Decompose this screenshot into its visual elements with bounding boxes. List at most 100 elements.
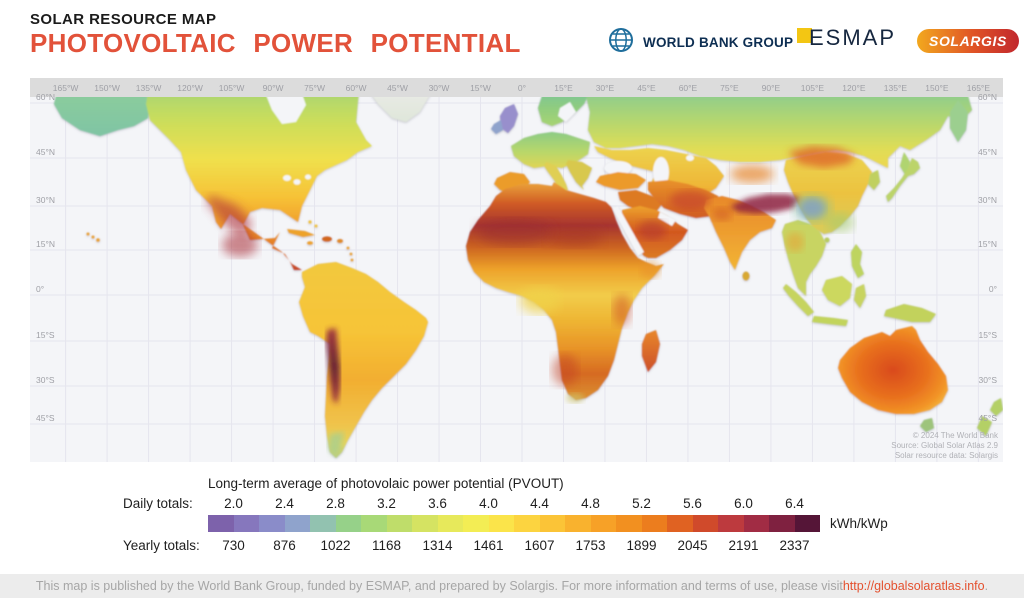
lon-label: 120°E xyxy=(842,83,866,93)
colorbar-segment xyxy=(386,515,412,532)
legend: Long-term average of photovolaic power p… xyxy=(123,476,888,553)
lon-label: 90°E xyxy=(762,83,781,93)
colorbar-segment xyxy=(259,515,285,532)
world-map: 165°W 150°W 135°W 120°W 105°W 90°W 75°W 60°W 45°… xyxy=(30,78,1003,462)
daily-tick: 4.4 xyxy=(530,496,549,511)
esmap-logo: ESMAP xyxy=(797,27,896,49)
colorbar-segment xyxy=(590,515,616,532)
yearly-tick: 1753 xyxy=(575,538,606,553)
daily-tick: 5.6 xyxy=(683,496,702,511)
colorbar-segment xyxy=(310,515,336,532)
lon-label: 0° xyxy=(518,83,526,93)
lon-label: 90°W xyxy=(263,83,284,93)
attribution-line: © 2024 The World Bank xyxy=(913,431,999,440)
lat-label: 60°N xyxy=(978,92,997,102)
lat-label: 45°S xyxy=(978,413,997,423)
daily-tick: 4.8 xyxy=(581,496,600,511)
yearly-tick: 2191 xyxy=(728,538,759,553)
lon-label: 60°E xyxy=(679,83,698,93)
colorbar-segment xyxy=(667,515,693,532)
latitude-labels: 60°N 60°N 45°N 45°N 30°N 30°N 15°N 15°N 0° 0° 15°S… xyxy=(36,92,997,423)
yearly-tick: 1022 xyxy=(320,538,351,553)
footer-suffix: . xyxy=(984,579,989,593)
daily-tick: 6.0 xyxy=(734,496,753,511)
colorbar-segment xyxy=(335,515,361,532)
colorbar-segment xyxy=(616,515,642,532)
colorbar-segment xyxy=(769,515,795,532)
attribution-line: Solar resource data: Solargis xyxy=(895,451,998,460)
world-bank-globe-icon xyxy=(606,25,636,60)
world-bank-logo-text: WORLD BANK GROUP xyxy=(643,35,794,50)
kicker-text: SOLAR RESOURCE MAP xyxy=(30,11,217,28)
map-hotspots xyxy=(206,146,856,456)
page-title: PHOTOVOLTAIC POWER POTENTIAL xyxy=(30,28,521,58)
lat-label: 30°S xyxy=(36,375,55,385)
daily-totals-values: 2.0 2.4 2.8 3.2 3.6 4.0 4.4 4.8 5.2 5.6 6.0 6.4 xyxy=(208,496,820,511)
lon-label: 75°W xyxy=(304,83,325,93)
colorbar-segment xyxy=(488,515,514,532)
legend-unit: kWh/kWp xyxy=(830,516,888,531)
footer-text: This map is published by the World Bank … xyxy=(35,579,843,593)
daily-tick: 3.6 xyxy=(428,496,447,511)
arctic-band xyxy=(30,78,1003,97)
lat-label: 0° xyxy=(36,284,44,294)
yearly-totals-values: 730 876 1022 1168 1314 1461 1607 1753 1899 2045 21… xyxy=(208,538,820,553)
colorbar-segment xyxy=(718,515,744,532)
lat-label: 0° xyxy=(989,284,997,294)
legend-title: Long-term average of photovolaic power p… xyxy=(208,476,564,491)
yearly-tick: 1899 xyxy=(626,538,657,553)
colorbar-segment xyxy=(692,515,718,532)
solargis-logo: SOLARGIS xyxy=(917,29,1019,53)
yearly-tick: 1461 xyxy=(473,538,504,553)
lat-label: 15°S xyxy=(978,330,997,340)
color-scale-bar xyxy=(208,515,820,532)
lon-label: 135°W xyxy=(136,83,162,93)
lat-label: 15°S xyxy=(36,330,55,340)
lon-label: 60°W xyxy=(346,83,367,93)
lon-label: 30°W xyxy=(429,83,450,93)
yearly-totals-label: Yearly totals: xyxy=(123,538,200,553)
lon-label: 45°W xyxy=(387,83,408,93)
colorbar-segment xyxy=(794,515,820,532)
lon-label: 165°E xyxy=(967,83,991,93)
colorbar-segment xyxy=(514,515,540,532)
lat-label: 45°N xyxy=(36,147,55,157)
colorbar-segment xyxy=(463,515,489,532)
footer-link[interactable]: http://globalsolaratlas.info xyxy=(842,579,985,593)
lon-label: 105°W xyxy=(219,83,245,93)
daily-tick: 3.2 xyxy=(377,496,396,511)
colorbar-segment xyxy=(208,515,234,532)
lat-label: 60°N xyxy=(36,92,55,102)
lon-label: 120°W xyxy=(177,83,203,93)
yearly-tick: 1168 xyxy=(371,538,402,553)
daily-tick: 2.8 xyxy=(326,496,345,511)
lon-label: 165°W xyxy=(53,83,79,93)
daily-totals-label: Daily totals: xyxy=(123,496,193,511)
colorbar-segment xyxy=(641,515,667,532)
yearly-tick: 730 xyxy=(222,538,245,553)
lon-label: 105°E xyxy=(801,83,825,93)
lat-label: 30°S xyxy=(978,375,997,385)
daily-tick: 5.2 xyxy=(632,496,651,511)
solargis-logo-text: SOLARGIS xyxy=(929,33,1007,49)
daily-tick: 2.4 xyxy=(275,496,294,511)
yearly-tick: 876 xyxy=(273,538,296,553)
colorbar-segment xyxy=(539,515,565,532)
colorbar-segment xyxy=(361,515,387,532)
esmap-logo-text: ESMAP xyxy=(809,25,897,50)
daily-tick: 6.4 xyxy=(785,496,804,511)
lat-label: 30°N xyxy=(36,195,55,205)
lat-label: 15°N xyxy=(978,239,997,249)
daily-tick: 2.0 xyxy=(224,496,243,511)
esmap-square-icon xyxy=(797,28,812,43)
colorbar-segment xyxy=(412,515,438,532)
attribution-line: Source: Global Solar Atlas 2.9 xyxy=(891,441,998,450)
lat-label: 30°N xyxy=(978,195,997,205)
colorbar-segment xyxy=(743,515,769,532)
colorbar-segment xyxy=(565,515,591,532)
lon-label: 75°E xyxy=(720,83,739,93)
yearly-tick: 1314 xyxy=(422,538,453,553)
footer-bar: This map is published by the World Bank … xyxy=(0,574,1024,598)
